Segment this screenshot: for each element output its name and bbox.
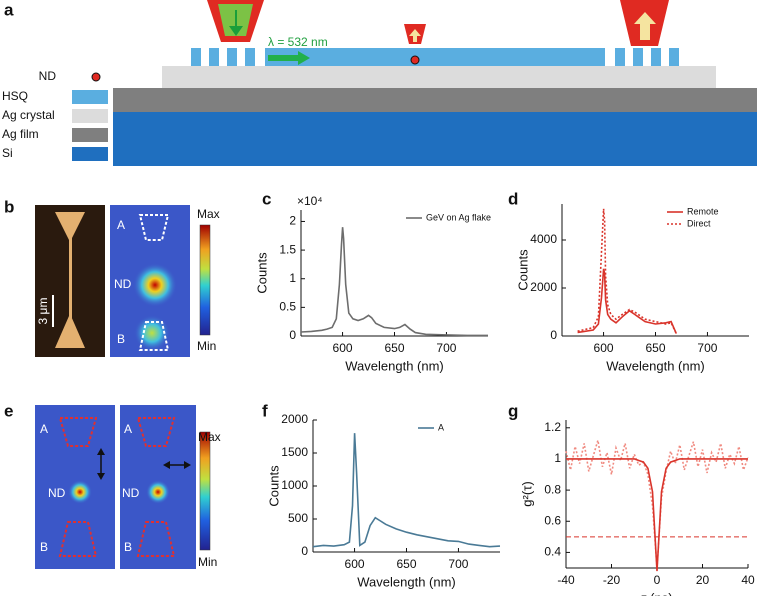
wavelength-label: λ = 532 nm	[268, 35, 328, 49]
y-tick-label: 500	[288, 511, 308, 525]
legend-label: Si	[2, 146, 13, 160]
region-label: A	[124, 422, 132, 436]
y-multiplier: ×10⁴	[297, 194, 323, 208]
pl-map	[110, 205, 211, 357]
y-axis-label: Counts	[515, 249, 530, 291]
region-label: ND	[48, 486, 66, 500]
panel-label: g	[508, 401, 518, 420]
y-tick-label: 2	[289, 214, 296, 228]
panel-label: c	[262, 189, 271, 208]
series-line	[300, 227, 488, 337]
legend-label: Remote	[687, 206, 719, 216]
y-tick-label: 0	[289, 328, 296, 342]
series-line	[566, 458, 748, 572]
x-tick-label: 700	[436, 341, 456, 355]
colorbar-label: Min	[197, 339, 216, 353]
y-tick-label: 1500	[281, 445, 308, 459]
region-label: B	[117, 332, 125, 346]
panel-label: b	[4, 197, 14, 216]
y-tick-label: 0.5	[279, 300, 296, 314]
y-axis-label: Counts	[254, 252, 269, 294]
region-label: ND	[114, 277, 132, 291]
x-tick-label: 650	[396, 557, 416, 571]
legend-label: ND	[39, 69, 57, 83]
x-tick-label: 650	[384, 341, 404, 355]
legend-label: HSQ	[2, 89, 28, 103]
y-tick-label: 1000	[281, 478, 308, 492]
y-tick-label: 0	[550, 328, 557, 342]
y-axis-label: g²(τ)	[519, 481, 534, 506]
scale-bar-label: 3 μm	[36, 298, 50, 325]
x-axis-label: Wavelength (nm)	[345, 358, 444, 373]
y-tick-label: 1	[554, 451, 561, 465]
x-tick-label: -40	[557, 573, 575, 587]
y-tick-label: 1.2	[544, 420, 561, 434]
panel-label: f	[262, 401, 268, 420]
y-tick-label: 1	[289, 271, 296, 285]
legend-label: GeV on Ag flake	[426, 212, 491, 222]
x-tick-label: 700	[448, 557, 468, 571]
x-tick-label: 650	[645, 341, 665, 355]
x-tick-label: 20	[696, 573, 710, 587]
y-tick-label: 0	[301, 544, 308, 558]
y-tick-label: 2000	[530, 280, 557, 294]
series-line	[312, 433, 501, 548]
y-tick-label: 0.6	[544, 513, 561, 527]
device-diagram	[72, 0, 757, 166]
y-tick-label: 4000	[530, 232, 557, 246]
colorbar-label: Max	[198, 430, 221, 444]
y-axis-label: Counts	[266, 465, 281, 507]
x-tick-label: 700	[697, 341, 717, 355]
region-label: B	[124, 540, 132, 554]
x-tick-label: 600	[594, 341, 614, 355]
colorbar-label: Max	[197, 207, 220, 221]
panel-label: a	[4, 0, 14, 19]
series-line	[577, 268, 678, 334]
legend-label: Direct	[687, 218, 711, 228]
x-axis-label: Wavelength (nm)	[357, 574, 456, 589]
region-label: A	[117, 218, 125, 232]
x-tick-label: -20	[603, 573, 621, 587]
legend-label: A	[438, 422, 444, 432]
region-label: A	[40, 422, 48, 436]
series-line	[577, 208, 678, 334]
x-tick-label: 600	[345, 557, 365, 571]
x-tick-label: 40	[741, 573, 755, 587]
legend-label: Ag crystal	[2, 108, 55, 122]
x-axis-label: τ (ns)	[641, 590, 672, 596]
x-tick-label: 0	[654, 573, 661, 587]
colorbar-label: Min	[198, 555, 217, 569]
region-label: B	[40, 540, 48, 554]
region-label: ND	[122, 486, 140, 500]
x-axis-label: Wavelength (nm)	[606, 358, 705, 373]
y-tick-label: 1.5	[279, 242, 296, 256]
panel-label: d	[508, 189, 518, 208]
y-tick-label: 0.4	[544, 545, 561, 559]
y-tick-label: 2000	[281, 412, 308, 426]
y-tick-label: 0.8	[544, 482, 561, 496]
pl-maps	[35, 405, 211, 569]
x-tick-label: 600	[333, 341, 353, 355]
legend-label: Ag film	[2, 127, 39, 141]
panel-label: e	[4, 401, 13, 420]
sem-image	[35, 205, 105, 357]
